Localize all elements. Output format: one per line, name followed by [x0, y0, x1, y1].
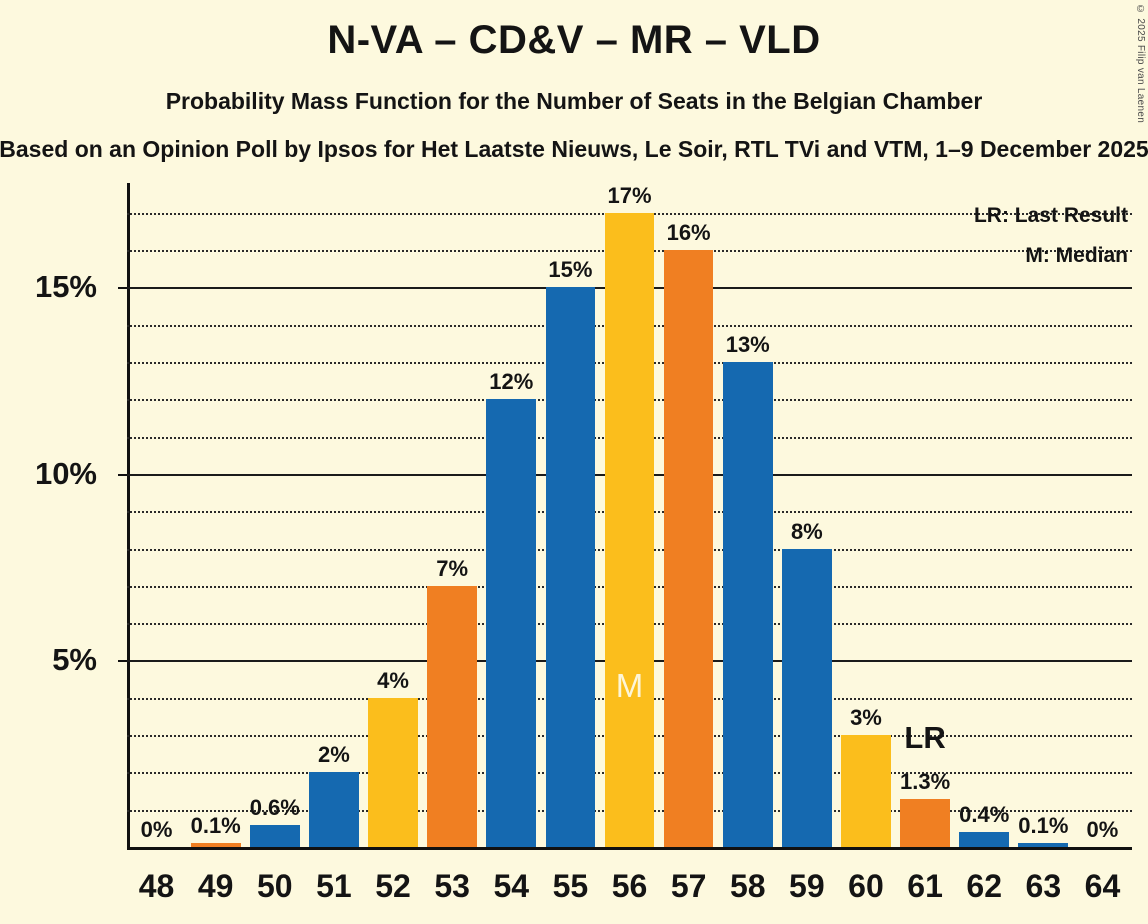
bar-value-label-seat-49: 0.1% [190, 813, 241, 839]
bar-value-label-seat-55: 15% [548, 257, 593, 283]
bar-seat-57[interactable] [663, 250, 714, 847]
x-axis-label-58: 58 [729, 868, 766, 904]
bar-seat-52[interactable] [368, 697, 418, 847]
bar-value-label-seat-63: 0.1% [1018, 813, 1069, 839]
bar-value-label-seat-61: 1.3% [900, 768, 951, 794]
bar-seat-62[interactable] [959, 832, 1010, 847]
y-axis-tick-mark [118, 660, 127, 663]
x-axis-label-51: 51 [316, 868, 352, 904]
bar-seat-63[interactable] [1018, 843, 1069, 847]
x-axis-label-63: 63 [1025, 868, 1062, 904]
y-axis-tick-label: 5% [52, 642, 97, 678]
legend-item-last-result: LR: Last Result [973, 204, 1128, 227]
x-axis-line [127, 847, 1132, 850]
bar-value-label-seat-56: 17% [607, 182, 652, 208]
x-axis-label-59: 59 [789, 868, 825, 904]
bar-value-label-seat-51: 2% [318, 742, 350, 768]
x-axis-label-49: 49 [197, 868, 234, 904]
page-title: N-VA – CD&V – MR – VLD [327, 18, 821, 62]
bar-seat-59[interactable] [782, 548, 832, 847]
chart-legend: LR: Last Result M: Median [974, 196, 1128, 276]
bar-value-label-seat-52: 4% [377, 667, 409, 693]
x-axis-label-50: 50 [256, 868, 293, 904]
bar-value-label-seat-62: 0.4% [959, 802, 1010, 828]
x-axis-label-62: 62 [966, 868, 1002, 904]
y-axis-tick-mark [118, 287, 127, 290]
y-axis-line [127, 183, 130, 847]
bar-seat-54[interactable] [486, 399, 537, 847]
y-axis-tick-label: 10% [34, 455, 97, 491]
x-axis-label-60: 60 [848, 868, 884, 904]
copyright-notice: © 2025 Filip van Laenen [1135, 4, 1146, 124]
y-axis-tick-mark [118, 473, 127, 476]
bar-value-label-seat-60: 3% [850, 705, 882, 731]
bar-value-label-seat-57: 16% [666, 220, 711, 246]
x-axis-label-52: 52 [375, 868, 411, 904]
bar-value-label-seat-59: 8% [790, 518, 823, 544]
bar-value-label-seat-64: 0% [1086, 817, 1119, 842]
x-axis-label-55: 55 [552, 868, 589, 904]
bar-seat-50[interactable] [249, 824, 300, 847]
x-axis-label-53: 53 [434, 868, 470, 904]
bar-seat-55[interactable] [545, 287, 596, 847]
legend-item-median: M: Median [1025, 244, 1128, 267]
bar-seat-56[interactable] [604, 212, 655, 847]
last-result-marker: LR [904, 720, 946, 756]
bar-seat-60[interactable] [841, 735, 891, 847]
bar-value-label-seat-48: 0% [140, 817, 173, 842]
x-axis-label-61: 61 [907, 868, 943, 904]
bar-value-label-seat-50: 0.6% [249, 794, 300, 820]
y-axis-tick-label: 15% [34, 269, 97, 305]
plot-area: 5% 10% 15% 0% 0.1% 0.6% 2% 4% 7% 12% 15% 17% 16% 13%… [35, 182, 1132, 850]
bar-seat-49[interactable] [190, 843, 241, 847]
x-axis-label-54: 54 [493, 868, 530, 904]
x-axis-label-57: 57 [670, 868, 707, 904]
bar-value-label-seat-53: 7% [436, 555, 469, 581]
bar-seat-58[interactable] [722, 362, 773, 847]
x-axis-label-48: 48 [138, 868, 175, 904]
bar-seat-61[interactable] [900, 798, 950, 847]
x-axis-label-64: 64 [1084, 868, 1121, 904]
x-axis-label-56: 56 [611, 868, 648, 904]
bar-seat-51[interactable] [309, 772, 359, 847]
chart-subtitle-1: Probability Mass Function for the Number… [165, 88, 983, 114]
median-marker: M [615, 667, 644, 704]
bar-seat-53[interactable] [427, 585, 477, 847]
chart-subtitle-2: Based on an Opinion Poll by Ipsos for He… [0, 136, 1148, 162]
bar-value-label-seat-54: 12% [489, 369, 534, 395]
bar-value-label-seat-58: 13% [725, 332, 770, 358]
